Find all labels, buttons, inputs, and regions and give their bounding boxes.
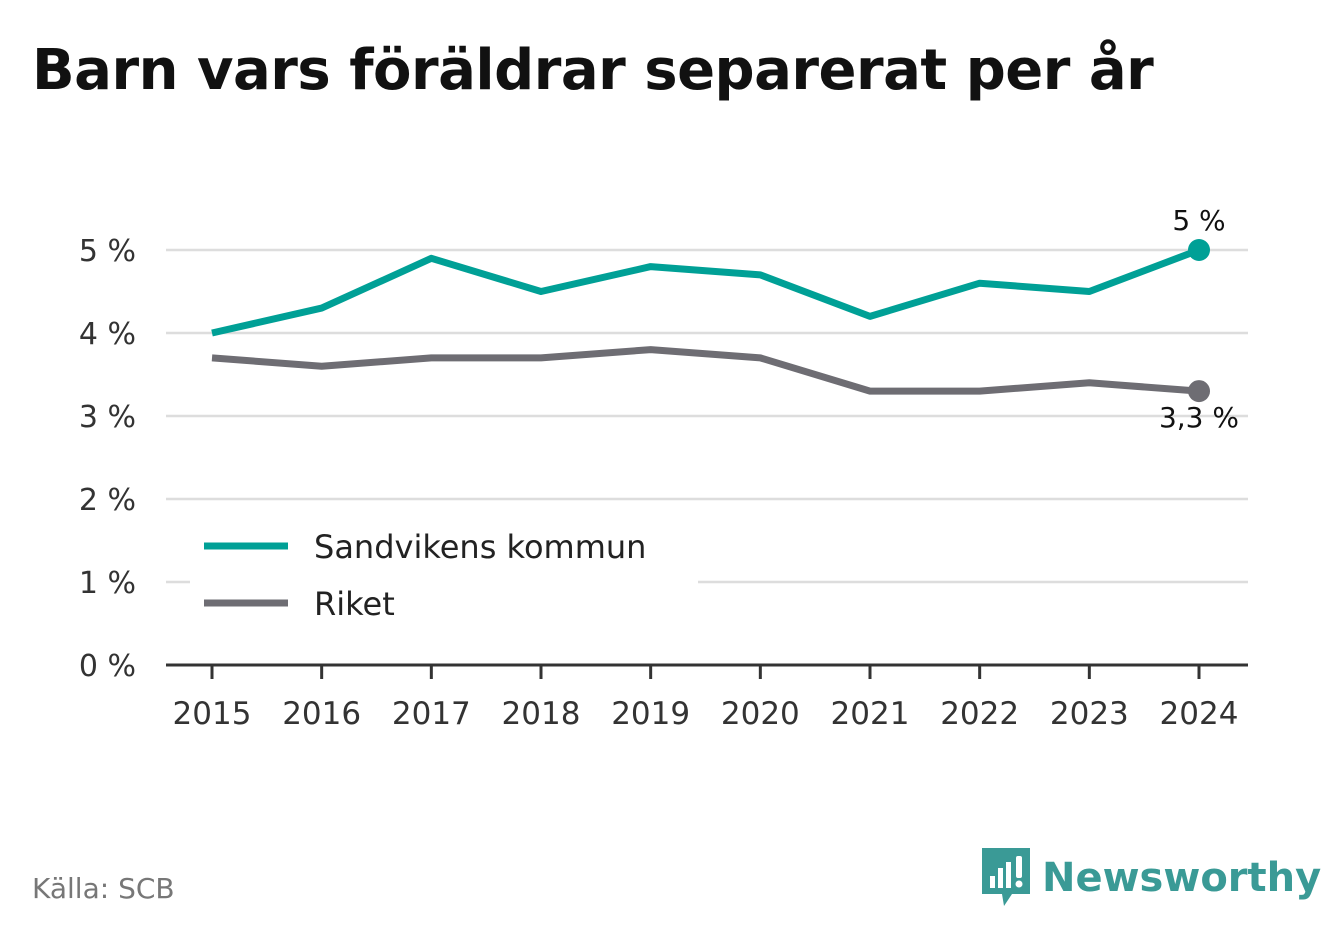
source-label: Källa: SCB — [32, 872, 175, 905]
chart-title: Barn vars föräldrar separerat per år — [32, 38, 1154, 103]
x-tick-label: 2022 — [940, 696, 1019, 732]
x-tick-label: 2017 — [392, 696, 471, 732]
newsworthy-logo-icon — [982, 848, 1030, 906]
y-tick-label: 0 % — [79, 649, 136, 684]
brand-logo: Newsworthy — [982, 848, 1321, 908]
x-tick-label: 2016 — [282, 696, 361, 732]
legend: Sandvikens kommun Riket — [190, 522, 698, 662]
x-tick-label: 2018 — [502, 696, 581, 732]
y-tick-label: 1 % — [79, 566, 136, 601]
series-end-point — [1188, 380, 1210, 403]
y-tick-label: 4 % — [79, 317, 136, 352]
x-tick-label: 2021 — [831, 696, 910, 732]
x-axis: 2015 2016 2017 2018 2019 2020 2021 2022 2023 2024 — [166, 663, 1248, 732]
data-label: 5 % — [1172, 204, 1225, 237]
legend-label: Sandvikens kommun — [314, 528, 646, 566]
x-tick-label: 2015 — [173, 696, 252, 732]
x-tick-label: 2023 — [1050, 696, 1129, 732]
x-tick-label: 2019 — [611, 696, 690, 732]
y-tick-label: 2 % — [79, 483, 136, 518]
data-label: 3,3 % — [1159, 401, 1239, 434]
series-end-point — [1188, 239, 1210, 261]
brand-name: Newsworthy — [1042, 855, 1322, 901]
legend-label: Riket — [314, 585, 395, 623]
y-tick-label: 3 % — [79, 400, 136, 435]
y-tick-label: 5 % — [79, 234, 136, 269]
series-line — [211, 246, 1201, 337]
end-labels: 5 % 3,3 % — [1159, 204, 1239, 434]
y-axis-ticks: 0 % 1 % 2 % 3 % 4 % 5 % — [79, 234, 136, 684]
series-line — [211, 346, 1200, 395]
x-tick-label: 2020 — [721, 696, 800, 732]
series-lines — [211, 239, 1210, 403]
x-tick-label: 2024 — [1160, 696, 1239, 732]
